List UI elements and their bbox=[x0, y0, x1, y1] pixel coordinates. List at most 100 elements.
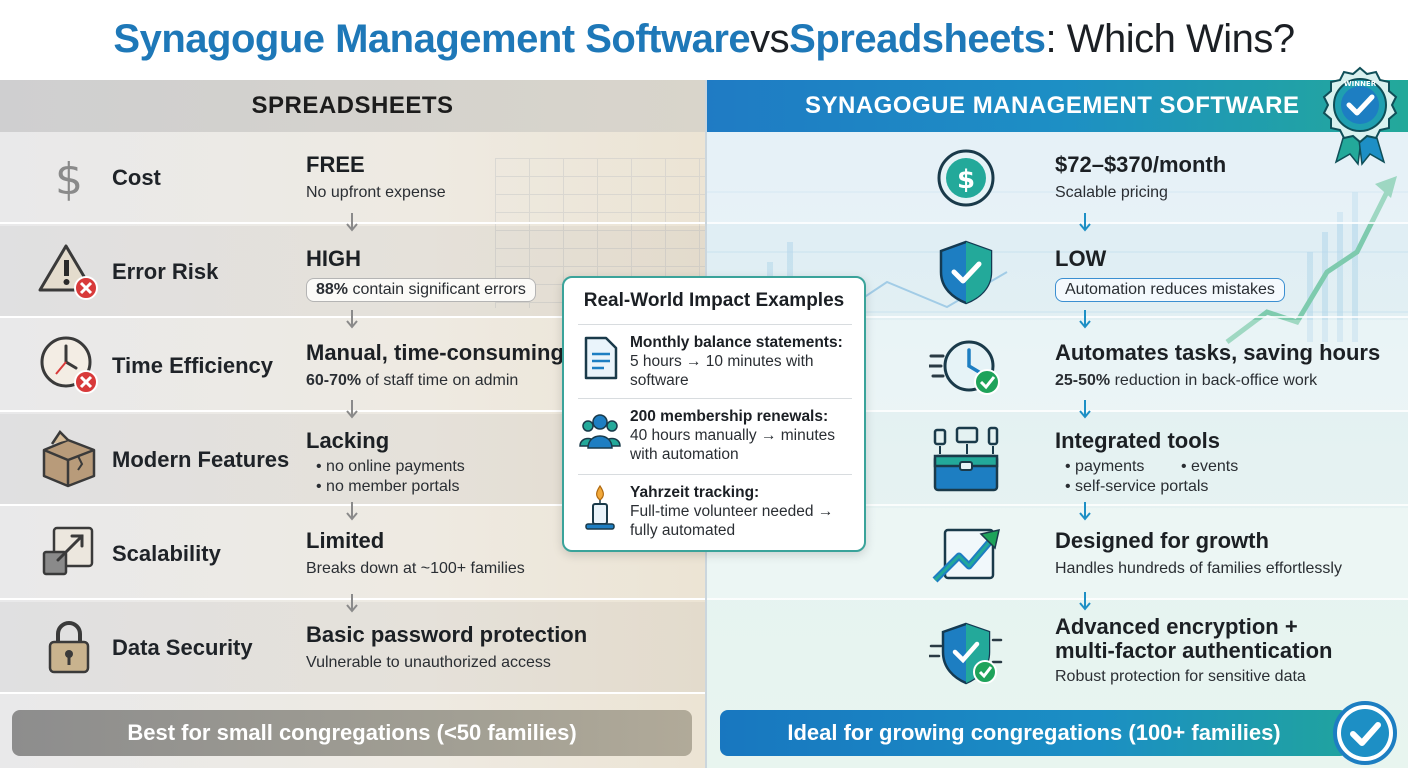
impact-examples-card: Real-World Impact Examples Monthly balan… bbox=[562, 276, 866, 552]
row-detail: 88% contain significant errors bbox=[306, 278, 536, 302]
arrow-down-icon bbox=[346, 310, 358, 329]
feature-bullet: • no member portals bbox=[316, 478, 460, 495]
impact-line: software bbox=[630, 372, 689, 389]
row-label: Cost bbox=[112, 165, 161, 190]
card-divider bbox=[578, 474, 852, 475]
title-spreadsheets: Spreadsheets bbox=[789, 16, 1046, 61]
secure-shield-icon bbox=[929, 622, 1003, 685]
impact-line: Full-time volunteer needed → bbox=[630, 503, 834, 520]
shield-check-icon bbox=[939, 240, 993, 305]
title-vs: vs bbox=[750, 16, 790, 61]
row-value: Basic password protection bbox=[306, 622, 588, 647]
document-icon bbox=[584, 336, 618, 380]
bullet-text: no online payments bbox=[326, 458, 465, 475]
row-label: Time Efficiency bbox=[112, 353, 273, 378]
row-value: Automates tasks, saving hours bbox=[1055, 340, 1381, 365]
row-value-line2: multi-factor authentication bbox=[1055, 638, 1333, 663]
winner-seal-icon: WINNER bbox=[1322, 66, 1398, 166]
card-title: Real-World Impact Examples bbox=[583, 290, 845, 311]
row-data-security: Data Security Basic password protection … bbox=[0, 602, 705, 694]
bullet-text: self-service portals bbox=[1075, 478, 1209, 495]
arrow-down-icon bbox=[1079, 502, 1091, 521]
fast-clock-icon bbox=[929, 340, 1000, 395]
automation-pill: Automation reduces mistakes bbox=[1055, 278, 1285, 302]
impact-line: with automation bbox=[630, 446, 739, 463]
row-detail: Automation reduces mistakes bbox=[1055, 278, 1285, 302]
dollar-icon: $ bbox=[55, 154, 83, 205]
arrow-down-icon bbox=[1079, 213, 1091, 232]
svg-text:$: $ bbox=[957, 165, 975, 195]
spreadsheets-header: SPREADSHEETS bbox=[0, 80, 705, 132]
software-verdict-banner: Ideal for growing congregations (100+ fa… bbox=[720, 710, 1348, 756]
row-detail: Handles hundreds of families effortlessl… bbox=[1055, 560, 1342, 577]
row-value: $72–$370/month bbox=[1055, 152, 1227, 177]
row-time-efficiency: Time Efficiency Manual, time-consuming 6… bbox=[0, 320, 705, 412]
impact-heading: Yahrzeit tracking: bbox=[630, 484, 760, 501]
row-value: Integrated tools bbox=[1055, 428, 1221, 453]
bullet-text: events bbox=[1191, 458, 1239, 475]
row-label: Data Security bbox=[112, 635, 253, 660]
row-detail: 25-50% reduction in back-office work bbox=[1055, 372, 1317, 390]
title-software: Synagogue Management Software bbox=[113, 16, 751, 61]
arrow-down-icon bbox=[346, 502, 358, 521]
bullet-text: no member portals bbox=[326, 478, 460, 495]
row-value: Lacking bbox=[306, 428, 390, 453]
row-detail: Robust protection for sensitive data bbox=[1055, 668, 1306, 685]
arrow-down-icon bbox=[346, 594, 358, 613]
impact-item-renewals: 200 membership renewals: 40 hours manual… bbox=[578, 408, 858, 468]
impact-line: 40 hours manually → minutes bbox=[630, 427, 836, 444]
row-value: HIGH bbox=[306, 246, 361, 271]
row-label: Modern Features bbox=[112, 447, 290, 472]
impact-line: 5 hours → 10 minutes with bbox=[630, 353, 814, 370]
arrow-down-icon bbox=[1079, 592, 1091, 611]
tool-bullet: • self-service portals bbox=[1065, 478, 1209, 495]
impact-item-statements: Monthly balance statements: 5 hours → 10… bbox=[578, 334, 858, 394]
warning-icon bbox=[38, 244, 98, 300]
feature-bullet: • no online payments bbox=[316, 458, 465, 475]
row-detail: Breaks down at ~100+ families bbox=[306, 560, 525, 577]
card-divider bbox=[578, 398, 852, 399]
tool-bullet: • payments bbox=[1065, 458, 1145, 475]
error-stat-bold: 88% bbox=[316, 281, 349, 298]
impact-heading: 200 membership renewals: bbox=[630, 408, 829, 425]
padlock-icon bbox=[48, 621, 90, 674]
row-modern-features: Integrated tools • payments • events • s… bbox=[707, 414, 1408, 506]
row-value-line1: Advanced encryption + bbox=[1055, 614, 1298, 639]
svg-text:$: $ bbox=[55, 154, 83, 205]
software-header: SYNAGOGUE MANAGEMENT SOFTWARE bbox=[707, 80, 1408, 132]
candle-icon bbox=[585, 484, 615, 530]
row-value: LOW bbox=[1055, 246, 1107, 271]
row-data-security: Advanced encryption + multi-factor authe… bbox=[707, 602, 1408, 702]
tool-bullet: • events bbox=[1181, 458, 1239, 475]
row-detail: Scalable pricing bbox=[1055, 184, 1168, 201]
row-value: Limited bbox=[306, 528, 385, 553]
resize-icon bbox=[42, 526, 94, 576]
check-circle-icon bbox=[1333, 701, 1397, 765]
error-stat-pill: 88% contain significant errors bbox=[306, 278, 536, 302]
title-question: : Which Wins? bbox=[1045, 16, 1295, 61]
row-label: Error Risk bbox=[112, 259, 219, 284]
row-value: Manual, time-consuming bbox=[306, 340, 564, 365]
arrow-down-icon bbox=[1079, 400, 1091, 419]
row-detail: No upfront expense bbox=[306, 184, 446, 201]
arrow-down-icon bbox=[346, 400, 358, 419]
bullet-text: payments bbox=[1075, 458, 1145, 475]
impact-heading: Monthly balance statements: bbox=[630, 334, 843, 351]
arrow-down-icon bbox=[1079, 310, 1091, 329]
time-stat-bold: 60-70% bbox=[306, 372, 362, 389]
clock-icon bbox=[40, 336, 98, 394]
row-cost: $ $72–$370/month Scalable pricing bbox=[707, 132, 1408, 224]
row-detail: 60-70% of staff time on admin bbox=[306, 372, 518, 390]
spreadsheets-verdict-banner: Best for small congregations (<50 famili… bbox=[12, 710, 692, 756]
row-error-risk: LOW Automation reduces mistakes bbox=[707, 226, 1408, 318]
row-label: Scalability bbox=[112, 541, 221, 566]
time-stat-text: of staff time on admin bbox=[361, 372, 519, 389]
toolbox-devices-icon bbox=[933, 426, 999, 492]
page-title: Synagogue Management Software vs Spreads… bbox=[0, 0, 1408, 78]
growth-chart-icon bbox=[932, 528, 1000, 583]
seal-text: WINNER bbox=[1344, 80, 1377, 88]
row-value: FREE bbox=[306, 152, 365, 177]
reduction-stat-bold: 25-50% bbox=[1055, 372, 1111, 389]
error-stat-text: contain significant errors bbox=[348, 281, 526, 298]
reduction-stat-text: reduction in back-office work bbox=[1110, 372, 1318, 389]
